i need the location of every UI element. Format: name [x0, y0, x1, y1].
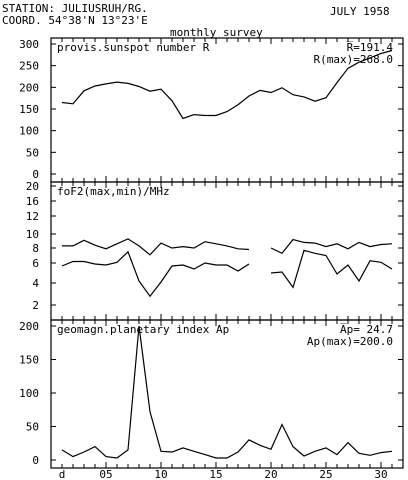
- fof2-ytick-label: 10: [26, 228, 39, 241]
- ap-title: geomagn.planetary index Ap: [57, 323, 229, 336]
- sunspot-ytick-label: 100: [19, 125, 39, 138]
- fof2-title: foF2(max,min)/MHz: [57, 185, 170, 198]
- ap-ytick-label: 200: [19, 320, 39, 333]
- xtick-label: d: [59, 468, 66, 480]
- fof2-ytick-label: 12: [26, 210, 39, 223]
- date-label: JULY 1958: [330, 5, 390, 18]
- sunspot-series-line: [61, 49, 393, 120]
- fof2-ytick-label: 2: [32, 299, 39, 312]
- xtick-label: 25: [319, 468, 332, 480]
- xtick-label: 20: [264, 468, 277, 480]
- sunspot-ytick-label: 0: [32, 168, 39, 181]
- coordinates-label: COORD. 54°38'N 13°23'E: [2, 14, 148, 27]
- xtick-label: 15: [209, 468, 222, 480]
- survey-label: monthly survey: [170, 26, 263, 39]
- ap-ytick-label: 100: [19, 387, 39, 400]
- fof2-ytick-label: 20: [26, 180, 39, 193]
- fof2-ytick-label: 6: [32, 257, 39, 270]
- sunspot-ytick-label: 300: [19, 38, 39, 51]
- ap-ytick-label: 0: [32, 454, 39, 467]
- sunspot-title: provis.sunspot number R: [57, 41, 210, 54]
- fof2-series-line: [62, 238, 250, 256]
- fof2-ytick-label: 16: [26, 195, 39, 208]
- sunspot-annotation: R̅=191.4: [346, 41, 393, 54]
- ap-annotation: Ap(max)=200.0: [307, 335, 393, 348]
- station-label: STATION: JULIUSRUH/RG.: [2, 2, 148, 15]
- ap-series-line: [61, 325, 393, 459]
- fof2-ytick-label: 8: [32, 242, 39, 255]
- xtick-label: 30: [374, 468, 387, 480]
- fof2-series-line: [61, 250, 250, 298]
- fof2-ytick-label: 4: [32, 277, 39, 290]
- ap-ytick-label: 50: [26, 421, 39, 434]
- fof2-series-line: [270, 238, 393, 255]
- sunspot-ytick-label: 200: [19, 81, 39, 94]
- xtick-label: 05: [99, 468, 112, 480]
- ap-annotation: A̅p= 24.7: [340, 323, 393, 336]
- ap-ytick-label: 150: [19, 354, 39, 367]
- sunspot-annotation: R(max)=268.0: [314, 53, 393, 66]
- sunspot-ytick-label: 250: [19, 60, 39, 73]
- fof2-frame: [50, 181, 404, 321]
- xtick-label: 10: [154, 468, 167, 480]
- sunspot-ytick-label: 50: [26, 146, 39, 159]
- sunspot-ytick-label: 150: [19, 103, 39, 116]
- fof2-series-line: [270, 249, 393, 289]
